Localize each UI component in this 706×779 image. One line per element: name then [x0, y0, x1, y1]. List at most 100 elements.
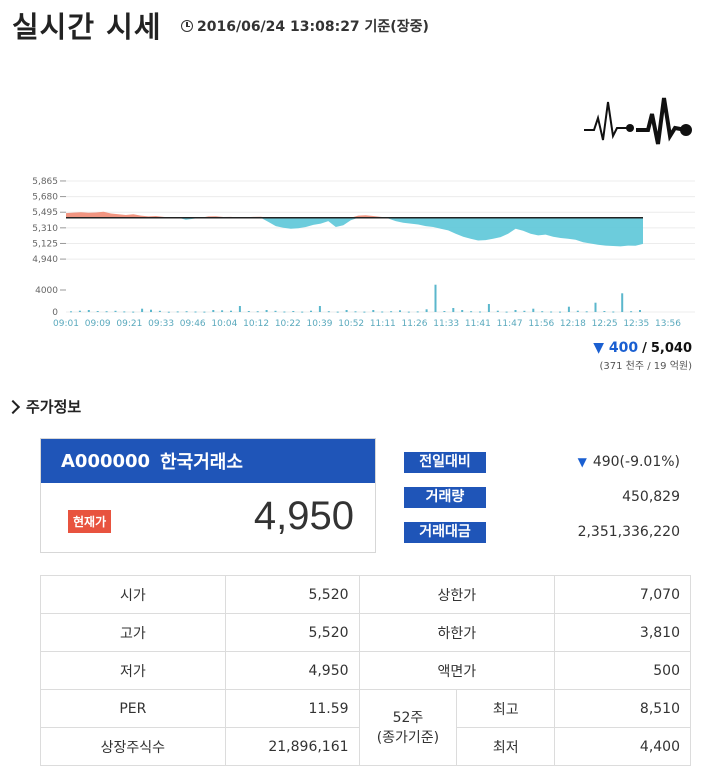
volume-bar — [203, 311, 206, 313]
volume-bar — [541, 311, 544, 313]
y-tick-label: 5,680 — [32, 193, 58, 203]
open-value: 5,520 — [224, 575, 360, 614]
stat-value-change-text: 490(-9.01%) — [592, 454, 680, 470]
volume-bar — [470, 311, 473, 313]
price-card: A000000 한국거래소 — [40, 438, 376, 553]
volume-bar — [461, 310, 464, 312]
table-row: PER 11.59 52주 (종가기준) 최고 8,510 — [40, 689, 691, 766]
volume-bar — [185, 311, 188, 313]
card-header: A000000 한국거래소 — [41, 439, 375, 483]
summary-change: ▼ 400 — [593, 340, 639, 356]
line-chart-icon[interactable] — [584, 101, 634, 141]
volume-bar — [150, 309, 152, 312]
summary-separator: / — [642, 341, 647, 356]
x-tick-label: 11:56 — [528, 319, 554, 329]
stock-name: 한국거래소 — [160, 452, 243, 473]
volume-bar — [158, 310, 161, 312]
volume-bar — [407, 311, 410, 313]
volume-bar — [283, 311, 286, 313]
page-title: 실시간 시세 — [12, 10, 162, 44]
lower-limit-value: 3,810 — [554, 613, 691, 652]
price-chart[interactable]: 5,865 5,680 5,495 5,310 5,125 4,940 4000 0 09:0… — [0, 160, 706, 335]
volume-bar — [612, 311, 615, 313]
y-axis-ticks: 5,865 5,680 5,495 5,310 5,125 4,940 4000 0 — [32, 177, 66, 318]
y-tick-label: 5,310 — [32, 224, 58, 234]
x-tick-label: 11:33 — [433, 319, 459, 329]
volume-bar — [514, 310, 517, 312]
upper-limit-value: 7,070 — [554, 575, 691, 614]
volume-bar — [256, 311, 259, 313]
volume-bar — [301, 311, 304, 313]
x-tick-label: 09:01 — [53, 319, 79, 329]
chart-grid — [66, 180, 695, 313]
timestamp-text: 2016/06/24 13:08:27 기준(장중) — [197, 19, 429, 35]
par-label: 액면가 — [358, 651, 556, 690]
x-tick-label: 10:52 — [338, 319, 364, 329]
volume-bar — [532, 308, 535, 312]
volume-bar — [78, 310, 81, 312]
volume-bar — [194, 311, 197, 313]
volume-bar — [354, 311, 357, 313]
x-tick-label: 12:35 — [623, 319, 649, 329]
x-tick-label: 11:41 — [465, 319, 491, 329]
x-tick-label: 09:33 — [148, 319, 174, 329]
volume-bar — [425, 309, 428, 312]
x-axis-ticks: 09:01 09:09 09:21 09:33 09:46 10:04 10:12 10:22… — [53, 319, 681, 329]
volume-bar — [292, 311, 295, 312]
volume-bar — [212, 310, 215, 312]
table-row: 저가 4,950 액면가 500 — [40, 651, 691, 690]
volume-bar — [567, 306, 570, 312]
volume-bar — [505, 311, 508, 313]
chevron-right-icon — [5, 399, 21, 414]
stat-value-change: ▼ 490(-9.01%) — [480, 454, 680, 470]
x-tick-label: 11:47 — [497, 319, 523, 329]
price-area-below — [66, 217, 643, 247]
volume-bar — [96, 311, 99, 312]
x-tick-label: 10:39 — [307, 319, 333, 329]
volume-bar — [585, 311, 588, 313]
current-price-badge: 현재가 — [68, 510, 112, 533]
volume-bar — [132, 311, 135, 313]
volume-bar — [318, 306, 321, 312]
volume-bar — [247, 311, 250, 312]
tick-chart-icon[interactable] — [636, 97, 692, 145]
table-row: 상장주식수 21,896,161 최저 4,400 — [40, 727, 691, 766]
y-tick-label: 5,125 — [32, 239, 58, 249]
volume-bar — [621, 293, 624, 312]
high-value: 5,520 — [224, 613, 360, 652]
x-tick-label: 10:04 — [211, 319, 237, 329]
volume-bar — [452, 308, 455, 312]
volume-bar — [372, 310, 375, 312]
volume-bar — [114, 310, 117, 312]
low-value: 4,950 — [224, 651, 360, 690]
lower-limit-label: 하한가 — [358, 613, 556, 652]
volume-bar — [576, 310, 579, 312]
volume-bar — [336, 311, 339, 313]
y-tick-label: 5,865 — [32, 177, 58, 187]
volume-bar — [238, 306, 241, 312]
clock-icon — [181, 20, 193, 32]
volume-bar — [265, 310, 268, 312]
chart-style-icons — [584, 97, 692, 145]
volume-bar — [559, 311, 561, 313]
x-tick-label: 10:22 — [275, 319, 301, 329]
per-value: 11.59 — [224, 689, 360, 728]
volume-bar — [496, 310, 499, 312]
section-heading[interactable]: 주가정보 — [5, 396, 81, 417]
chart-summary: ▼ 400 / 5,040 (371 천주 / 19 억원) — [593, 340, 692, 372]
volume-bar — [87, 310, 90, 312]
x-tick-label: 09:09 — [85, 319, 111, 329]
volume-bar — [443, 311, 446, 312]
timestamp: 2016/06/24 13:08:27 기준(장중) — [181, 16, 429, 36]
volume-bars — [70, 284, 641, 313]
stat-value-volume: 450,829 — [622, 489, 680, 505]
week52-label: 52주 (종가기준) — [358, 689, 458, 766]
x-tick-label: 10:12 — [243, 319, 269, 329]
table-row: 고가 5,520 하한가 3,810 — [40, 613, 691, 652]
open-label: 시가 — [40, 575, 226, 614]
volume-bar — [310, 310, 312, 312]
down-triangle-icon: ▼ — [577, 455, 587, 469]
volume-zero-label: 0 — [52, 308, 58, 318]
volume-bar — [141, 308, 144, 312]
par-value: 500 — [554, 651, 691, 690]
